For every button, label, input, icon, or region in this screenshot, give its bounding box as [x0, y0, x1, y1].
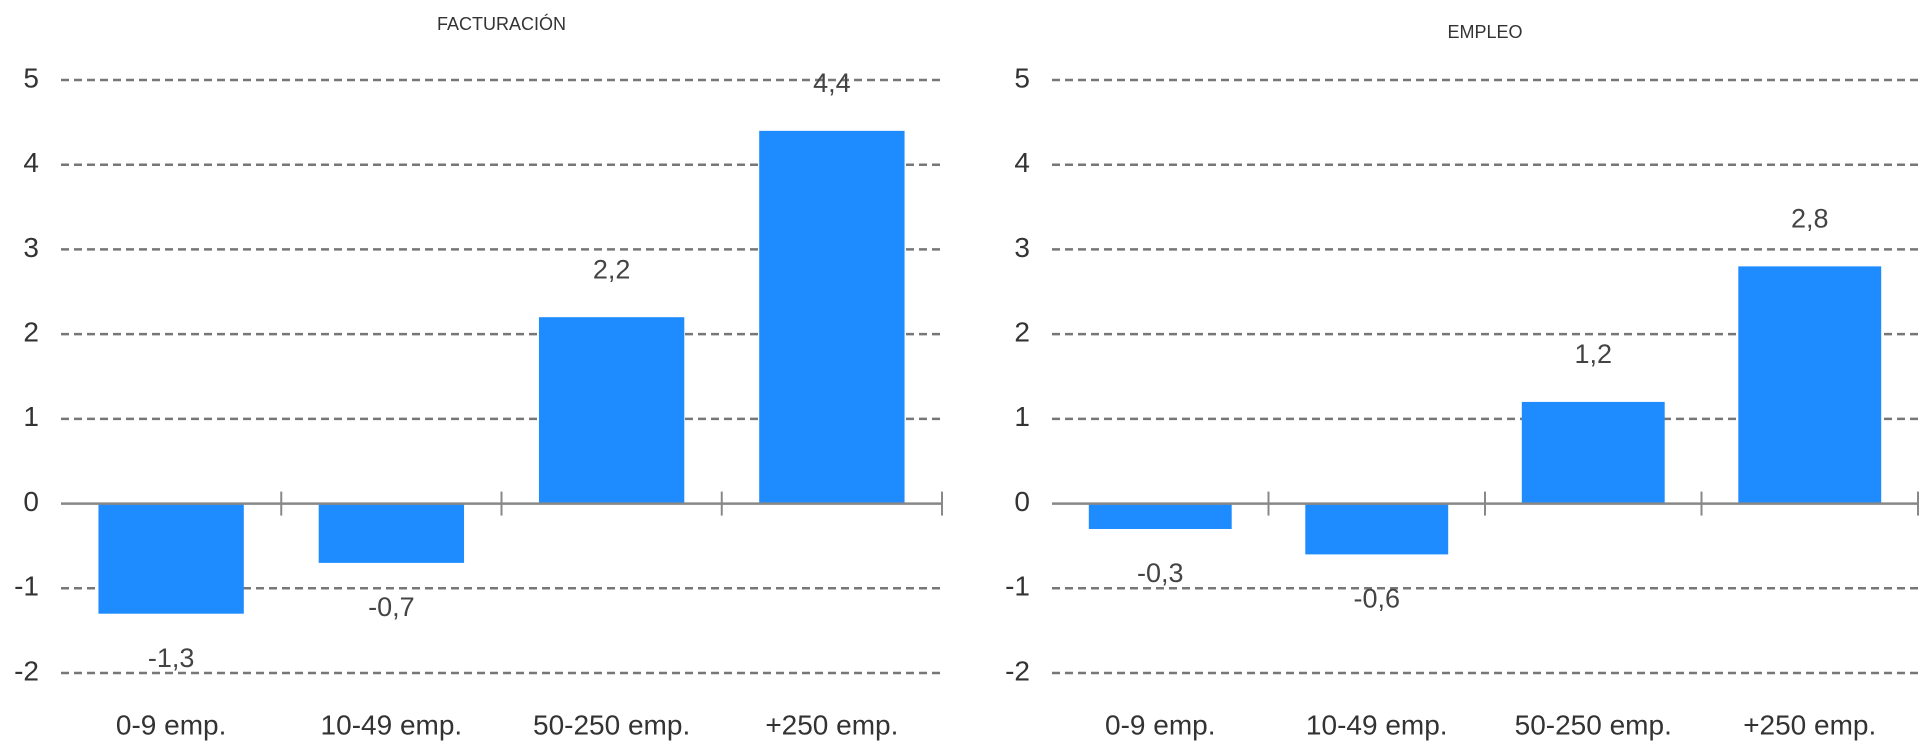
chart-title: FACTURACIÓN: [437, 13, 566, 34]
bar: [1088, 503, 1232, 529]
value-label: -1,3: [148, 643, 195, 673]
bar: [1305, 503, 1449, 555]
y-tick-label: -1: [1005, 571, 1030, 602]
x-tick-label: 50-250 emp.: [1515, 709, 1672, 740]
bar: [1738, 266, 1882, 504]
bar: [759, 130, 905, 504]
y-tick-label: 3: [1014, 232, 1030, 263]
y-tick-label: 3: [23, 232, 39, 263]
x-tick-label: 10-49 emp.: [1306, 709, 1448, 740]
chart-title: EMPLEO: [1447, 22, 1522, 42]
y-tick-label: 2: [23, 317, 39, 348]
x-tick-label: 10-49 emp.: [321, 709, 463, 740]
bar: [1521, 401, 1665, 504]
y-tick-label: -2: [14, 655, 39, 686]
x-tick-label: 0-9 emp.: [116, 709, 227, 740]
value-label: 4,4: [813, 68, 851, 98]
y-tick-label: -2: [1005, 655, 1030, 686]
x-tick-label: 50-250 emp.: [533, 709, 690, 740]
y-tick-label: 1: [1014, 401, 1030, 432]
y-tick-label: 4: [23, 147, 39, 178]
y-tick-label: 1: [23, 401, 39, 432]
bar: [538, 317, 685, 504]
bar: [98, 503, 244, 614]
y-tick-label: 4: [1014, 147, 1030, 178]
value-label: 2,8: [1791, 203, 1829, 233]
y-tick-label: 0: [1014, 486, 1030, 517]
y-tick-label: 5: [1014, 62, 1030, 93]
y-tick-label: 2: [1014, 317, 1030, 348]
bar: [318, 503, 465, 563]
x-tick-label: 0-9 emp.: [1105, 709, 1216, 740]
value-label: 1,2: [1574, 339, 1612, 369]
value-label: -0,7: [368, 592, 415, 622]
value-label: 2,2: [593, 254, 631, 284]
y-tick-label: 0: [23, 486, 39, 517]
value-label: -0,6: [1353, 584, 1400, 614]
y-tick-label: 5: [23, 62, 39, 93]
x-tick-label: +250 emp.: [1743, 709, 1876, 740]
x-tick-label: +250 emp.: [765, 709, 898, 740]
y-tick-label: -1: [14, 571, 39, 602]
value-label: -0,3: [1137, 558, 1184, 588]
